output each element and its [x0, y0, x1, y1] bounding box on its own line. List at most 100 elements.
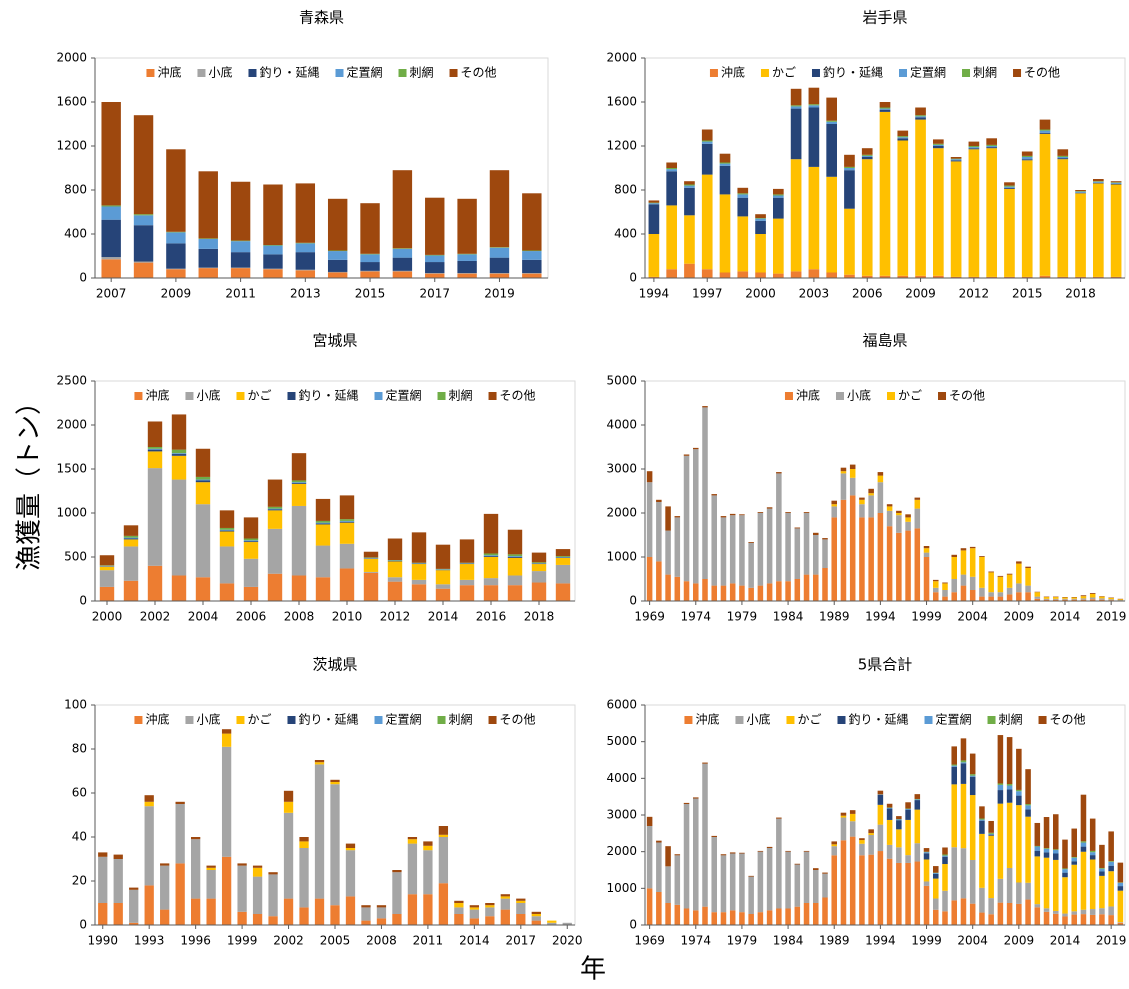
bar-segment [656, 842, 662, 892]
chart: 5県合計 0 1000 2000 3000 4000 5000 6000 1969 1974 197… [606, 656, 1126, 948]
bar-segment [683, 581, 690, 601]
bar-segment [1025, 816, 1031, 883]
legend: 沖底 小底 釣り・延縄 定置網 刺網 その他 [146, 65, 497, 80]
bar-segment [101, 102, 121, 206]
bar-segment [748, 542, 754, 588]
legend-swatch [197, 69, 206, 77]
legend-label: かご [772, 65, 796, 80]
bar-segment [757, 513, 764, 586]
x-tick-label: 1974 [680, 610, 711, 624]
bar-segment [387, 538, 403, 561]
x-tick-label: 2019 [1096, 934, 1127, 948]
bar-segment [459, 585, 475, 601]
bar-segment [345, 843, 356, 848]
bar-segment [831, 855, 837, 925]
bar-segment [960, 783, 967, 849]
bar-segment [665, 866, 671, 903]
bar-segment [729, 515, 736, 584]
bar-segment [755, 220, 766, 234]
bar-segment [1025, 566, 1031, 568]
bar-segment [1080, 599, 1087, 601]
legend: 沖底 小底 かご その他 [784, 388, 985, 403]
bar-segment [720, 585, 727, 601]
bar-segment [951, 900, 957, 925]
bar-segment [776, 818, 782, 909]
bar-segment [1110, 183, 1122, 185]
bar-segment [868, 495, 874, 518]
bar-segment [693, 583, 699, 601]
bar-segment [790, 271, 802, 278]
bar-segment [861, 159, 873, 276]
bar-segment [1016, 795, 1022, 806]
bar-segment [392, 271, 413, 278]
legend-swatch [837, 716, 846, 724]
bar-segment [979, 596, 985, 601]
bar-segment [933, 873, 939, 874]
bar-segment [425, 273, 445, 274]
bar-segment [914, 809, 921, 844]
bar-segment [1034, 850, 1041, 857]
bar-segment [960, 760, 967, 763]
bar-segment [522, 273, 542, 274]
y-tick-label: 100 [64, 698, 87, 712]
bar-segment [1089, 852, 1096, 856]
bar-segment [859, 838, 865, 841]
bar-segment [831, 844, 837, 847]
bar-segment [283, 790, 294, 802]
bar-segment [1080, 909, 1087, 915]
bar-segment [1057, 276, 1069, 278]
bar-segment [123, 580, 139, 601]
bar-segment [648, 202, 660, 204]
bar-segment [206, 870, 216, 899]
bar-segment [773, 195, 784, 198]
bar-segment [979, 806, 985, 819]
bar-segment [230, 252, 251, 268]
bar-segment [267, 510, 283, 529]
x-tick-label: 1979 [727, 934, 758, 948]
bar-segment [997, 783, 1004, 785]
bar-segment [1117, 862, 1124, 883]
bar-segment [905, 808, 911, 810]
bar-segment [808, 107, 820, 167]
bar-segment [933, 878, 939, 899]
bar-segment [555, 549, 571, 557]
bar-segment [766, 846, 773, 848]
bar-segment [392, 270, 413, 272]
bar-segment [831, 841, 837, 845]
bar-segment [1080, 794, 1087, 842]
bar-segment [960, 574, 967, 586]
bar-segment [674, 516, 681, 518]
x-tick-label: 2012 [380, 610, 411, 624]
bar-segment [1053, 910, 1059, 914]
legend-swatch [488, 716, 497, 724]
bar-segment [1089, 855, 1096, 860]
bar-segment [392, 870, 402, 873]
x-tick-label: 1990 [87, 934, 118, 948]
bar-segment [648, 203, 660, 205]
bar-segment [757, 512, 764, 513]
bar-segment [979, 819, 985, 821]
bar-segment [719, 165, 731, 195]
legend-swatch [709, 69, 718, 77]
y-tick-label: 20 [72, 874, 87, 888]
bar-segment [376, 918, 387, 925]
bar-segment [230, 267, 251, 269]
bar-segment [267, 528, 283, 574]
bar-segment [516, 914, 526, 925]
bar-segment [646, 471, 653, 483]
bar-segment [905, 517, 911, 522]
bar-segment [423, 850, 433, 895]
legend-label: 沖底 [145, 712, 169, 727]
bar-segment [968, 141, 980, 146]
bar-segment [1043, 817, 1050, 849]
bar-segment [147, 451, 163, 469]
bar-segment [986, 146, 997, 148]
bar-segment [299, 907, 309, 925]
bar-segment [1080, 841, 1087, 843]
bar-segment [737, 271, 749, 278]
bar-segment [933, 587, 939, 593]
bar-segment [221, 746, 232, 857]
bar-segment [407, 837, 418, 840]
bar-segment [840, 840, 847, 925]
bar-segment [950, 276, 962, 278]
